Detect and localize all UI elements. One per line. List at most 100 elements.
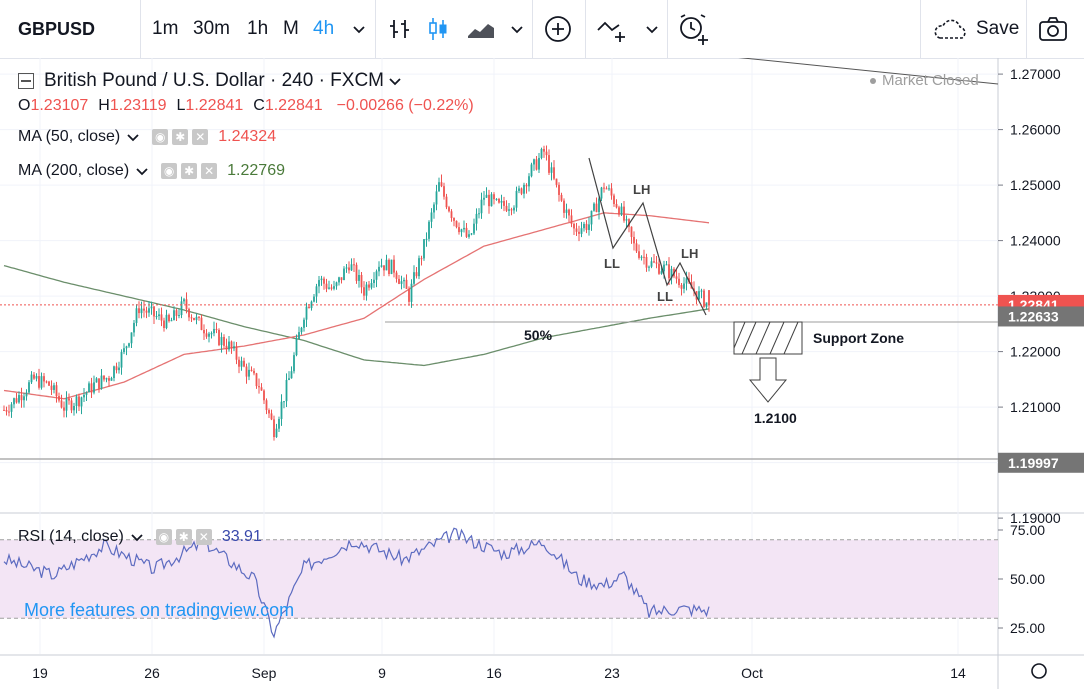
divider (1026, 0, 1027, 58)
candle-body (418, 258, 420, 277)
candle-body (190, 317, 193, 319)
ma50-dropdown-icon[interactable] (126, 132, 140, 142)
eye-icon[interactable]: ◉ (155, 529, 172, 545)
candle-body (475, 213, 478, 224)
candle-body (85, 392, 88, 395)
zigzag-line[interactable] (588, 157, 707, 316)
candle-body (438, 182, 440, 192)
candle-body (588, 224, 590, 230)
divider (920, 0, 921, 58)
candle-body (648, 266, 650, 268)
collapse-icon[interactable] (18, 73, 34, 89)
candle-body (350, 264, 353, 271)
area-chart-icon[interactable] (466, 0, 496, 58)
alert-icon[interactable] (676, 0, 712, 58)
compare-dropdown-icon[interactable] (645, 0, 659, 58)
chart-type-dropdown-icon[interactable] (510, 0, 524, 58)
change-value: −0.00266 (−0.22%) (336, 97, 474, 114)
candle-body (210, 333, 213, 335)
ma50-value: 1.24324 (218, 128, 277, 145)
interval-1m[interactable]: 1m (152, 18, 179, 39)
price-label-text: 1.22633 (1008, 308, 1059, 324)
bar-chart-icon[interactable] (388, 0, 412, 58)
down-arrow-icon[interactable] (748, 357, 788, 403)
x-tick-label: 9 (378, 665, 386, 681)
candle-body (638, 251, 640, 258)
candle-body (338, 277, 340, 283)
compare-icon[interactable] (596, 0, 630, 58)
candle-body (680, 285, 683, 289)
candle-body (318, 280, 320, 287)
interval-30m[interactable]: 30m (193, 18, 230, 39)
promo-link[interactable]: More features on tradingview.com (24, 600, 295, 620)
gear-icon[interactable]: ✱ (172, 129, 189, 145)
close-icon[interactable]: ✕ (195, 529, 212, 545)
candle-body (45, 381, 48, 383)
candle-body (543, 148, 545, 152)
candle-body (158, 314, 160, 317)
title-dropdown-icon[interactable] (388, 76, 402, 86)
candle-body (63, 407, 65, 411)
camera-icon[interactable] (1038, 0, 1068, 58)
candle-body (625, 219, 628, 221)
add-indicator-icon[interactable] (543, 0, 573, 58)
candle-body (95, 378, 98, 383)
candle-body (490, 194, 493, 207)
time-axis[interactable]: 19 26 Sep 9 16 23 Oct 14 (32, 663, 1047, 681)
eye-icon[interactable]: ◉ (152, 129, 169, 145)
gear-icon[interactable]: ✱ (175, 529, 192, 545)
ma200-legend[interactable]: MA (200, close) ◉ ✱ ✕ 1.22769 (18, 162, 285, 180)
trendline[interactable] (704, 58, 999, 85)
candle-body (568, 209, 570, 216)
candle-body (303, 319, 305, 328)
symbol-search[interactable]: GBPUSD (18, 18, 96, 39)
candle-body (360, 274, 363, 288)
candles-icon[interactable] (426, 0, 450, 58)
interval-4h[interactable]: 4h (313, 18, 335, 39)
price-chart[interactable]: 50% LL LH LL LH Support Zone 1.2100 1.27… (0, 58, 1084, 689)
eye-icon[interactable]: ◉ (161, 163, 178, 179)
candle-body (375, 271, 378, 280)
candle-body (5, 410, 8, 412)
high-label: H (98, 97, 110, 114)
candle-body (428, 221, 430, 239)
interval-dropdown-icon[interactable] (352, 0, 366, 58)
close-icon[interactable]: ✕ (192, 129, 209, 145)
candle-body (463, 227, 465, 230)
candle-body (90, 383, 93, 393)
candle-body (343, 268, 345, 281)
candle-body (653, 261, 655, 263)
candle-body (370, 283, 373, 288)
rsi-tick-label: 50.00 (1010, 571, 1045, 587)
ma200-dropdown-icon[interactable] (135, 166, 149, 176)
interval-m[interactable]: M (283, 18, 299, 39)
candle-body (310, 301, 313, 309)
x-tick-label: Oct (741, 665, 763, 681)
save-button[interactable]: Save (932, 0, 1019, 58)
close-icon[interactable]: ✕ (201, 163, 218, 179)
x-tick-label: 26 (144, 665, 160, 681)
candle-body (670, 268, 673, 279)
candle-body (658, 263, 660, 274)
candle-body (573, 223, 575, 229)
candle-body (325, 283, 328, 289)
candle-body (488, 194, 490, 207)
candle-body (235, 346, 238, 360)
candle-body (25, 392, 28, 397)
market-status-label: Market Closed (882, 72, 979, 89)
candle-body (578, 231, 580, 234)
candle-body (425, 238, 428, 240)
ll-label-2: LL (657, 289, 673, 304)
interval-1h[interactable]: 1h (247, 18, 269, 39)
rsi-legend[interactable]: RSI (14, close) ◉ ✱ ✕ 33.91 (18, 528, 262, 546)
cloud-icon (934, 19, 966, 39)
candle-body (353, 264, 355, 266)
candle-body (580, 228, 583, 234)
rsi-axis[interactable]: 75.00 50.00 25.00 (998, 522, 1045, 636)
candle-body (253, 370, 255, 374)
gear-icon[interactable]: ✱ (181, 163, 198, 179)
rsi-dropdown-icon[interactable] (130, 532, 144, 542)
ma50-legend[interactable]: MA (50, close) ◉ ✱ ✕ 1.24324 (18, 128, 276, 146)
candle-body (80, 397, 83, 407)
divider (140, 0, 141, 58)
